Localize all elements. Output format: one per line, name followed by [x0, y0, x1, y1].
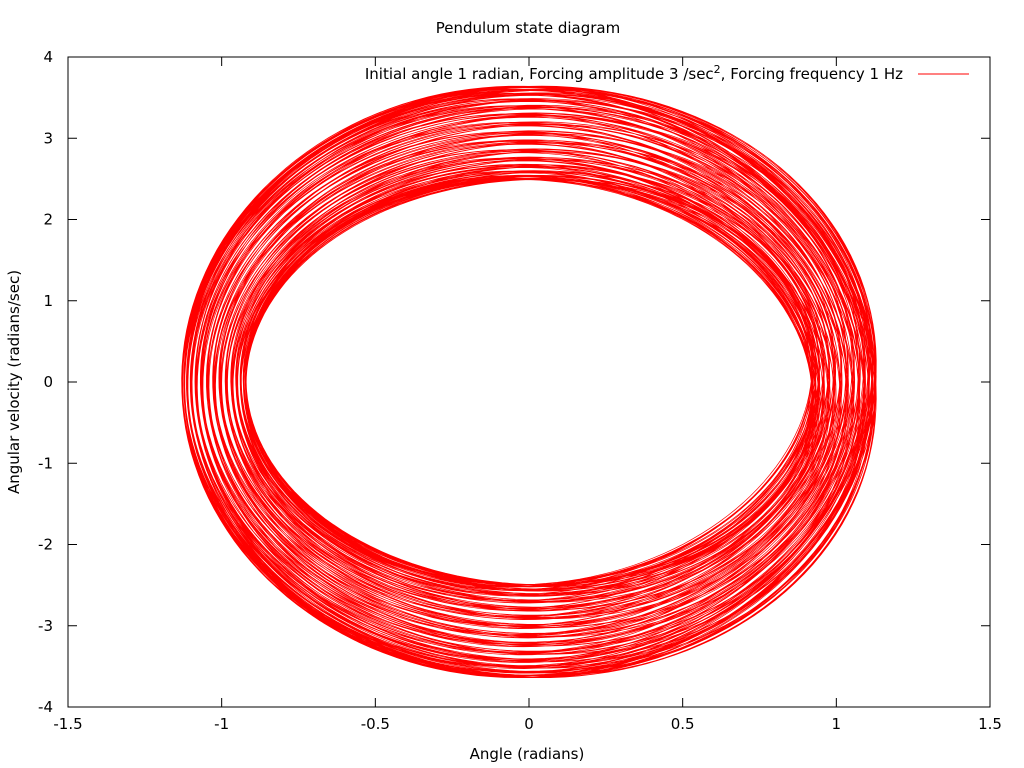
y-tick-label: -1: [38, 454, 53, 472]
y-tick-labels: -4 -3 -2 -1 0 1 2 3 4: [38, 48, 53, 716]
x-tick-label: 0: [524, 715, 534, 733]
y-axis-label: Angular velocity (radians/sec): [5, 270, 23, 494]
y-tick-label: -4: [38, 698, 53, 716]
y-tick-label: 0: [43, 373, 53, 391]
y-tick-label: 4: [43, 48, 53, 66]
x-axis-label: Angle (radians): [470, 745, 585, 763]
x-tick-label: 0.5: [671, 715, 695, 733]
y-tick-label: 3: [43, 129, 53, 147]
x-tick-labels: -1.5 -1 -0.5 0 0.5 1 1.5: [53, 715, 1002, 733]
x-tick-label: -0.5: [361, 715, 390, 733]
y-tick-label: -3: [38, 617, 53, 635]
x-tick-label: 1: [832, 715, 842, 733]
legend-suffix: , Forcing frequency 1 Hz: [721, 65, 903, 83]
legend-superscript: 2: [714, 63, 721, 76]
trajectory-line: [181, 85, 877, 679]
y-tick-label: 2: [43, 211, 53, 229]
x-tick-label: -1: [214, 715, 229, 733]
legend: Initial angle 1 radian, Forcing amplitud…: [365, 63, 969, 83]
legend-prefix: Initial angle 1 radian, Forcing amplitud…: [365, 65, 714, 83]
x-tick-label: -1.5: [53, 715, 82, 733]
x-tick-label: 1.5: [978, 715, 1002, 733]
axis-ticks: [67, 56, 991, 708]
y-tick-label: 1: [43, 292, 53, 310]
chart-title: Pendulum state diagram: [436, 19, 620, 37]
legend-label: Initial angle 1 radian, Forcing amplitud…: [365, 63, 903, 83]
y-tick-label: -2: [38, 536, 53, 554]
